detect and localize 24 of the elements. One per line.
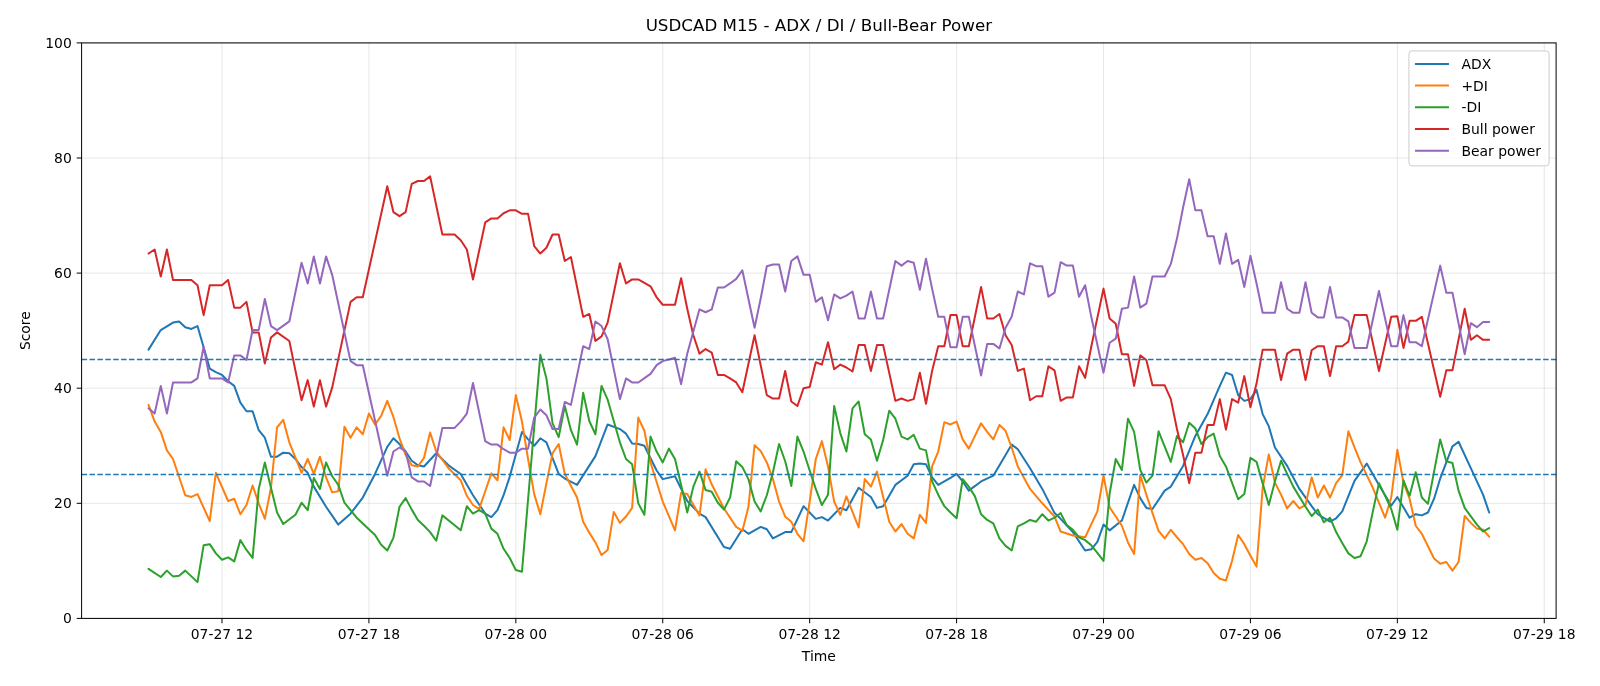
x-tick-label: 07-28 18 bbox=[925, 625, 988, 642]
legend-label: ADX bbox=[1461, 55, 1492, 72]
y-tick-label: 100 bbox=[45, 34, 72, 51]
x-tick-label: 07-29 00 bbox=[1072, 625, 1135, 642]
x-axis-title: Time bbox=[800, 648, 836, 664]
y-tick-label: 40 bbox=[54, 380, 72, 397]
x-tick-label: 07-27 12 bbox=[190, 625, 254, 642]
x-tick-label: 07-29 12 bbox=[1366, 625, 1429, 642]
y-tick-label: 20 bbox=[54, 495, 72, 512]
legend-label: +DI bbox=[1461, 77, 1488, 94]
x-tick-label: 07-29 06 bbox=[1219, 625, 1282, 642]
chart-title: USDCAD M15 - ADX / DI / Bull-Bear Power bbox=[645, 14, 993, 35]
legend-label: Bear power bbox=[1461, 142, 1542, 159]
x-tick-label: 07-28 06 bbox=[631, 625, 694, 642]
y-tick-label: 60 bbox=[54, 265, 72, 282]
legend-label: -DI bbox=[1461, 99, 1482, 116]
x-tick-label: 07-27 18 bbox=[337, 625, 401, 642]
x-tick-label: 07-29 18 bbox=[1513, 625, 1576, 642]
y-tick-label: 80 bbox=[54, 150, 72, 166]
x-tick-label: 07-28 00 bbox=[484, 625, 548, 642]
x-tick-label: 07-28 12 bbox=[778, 625, 841, 642]
legend-label: Bull power bbox=[1461, 121, 1536, 137]
y-tick-label: 0 bbox=[62, 610, 72, 627]
y-axis-title: Score bbox=[17, 311, 33, 351]
